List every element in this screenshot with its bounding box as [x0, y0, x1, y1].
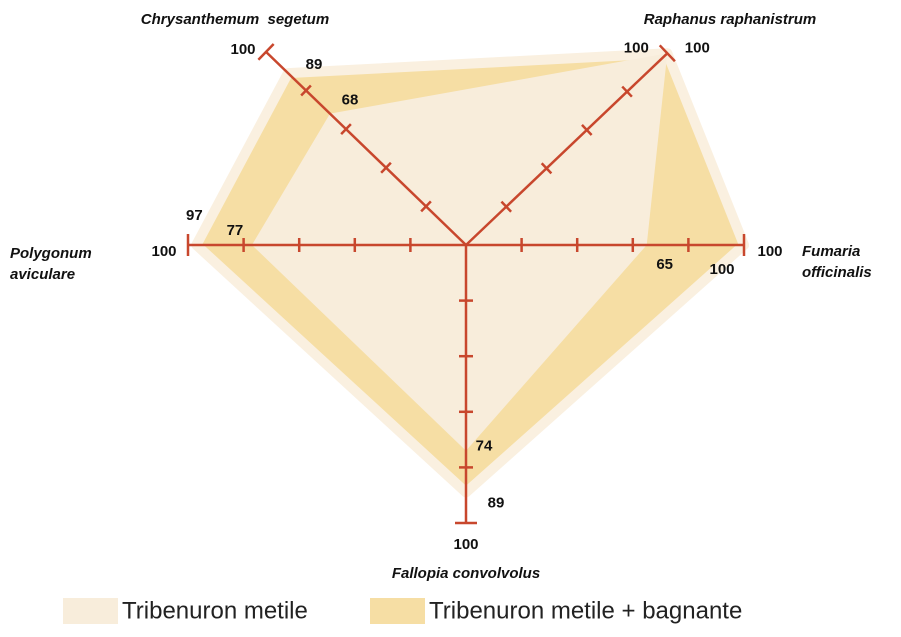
tick-mark — [500, 200, 512, 213]
value-label: 100 — [709, 261, 734, 278]
tick-mark — [300, 84, 312, 97]
value-label: 97 — [186, 207, 203, 224]
value-label: 89 — [488, 494, 505, 511]
tick-mark — [621, 85, 633, 98]
axis-max-label: 100 — [624, 39, 649, 56]
tick-mark — [257, 43, 275, 61]
tick-mark — [340, 123, 352, 136]
axis-max-label: 100 — [757, 243, 782, 260]
tick-mark — [581, 124, 593, 136]
legend-swatch — [370, 598, 425, 624]
tick-mark — [540, 162, 553, 175]
axis-line — [465, 52, 669, 246]
axis-max-label: 100 — [453, 536, 478, 553]
axis-max-label: 100 — [151, 243, 176, 260]
tick-mark — [380, 161, 392, 174]
axis-max-label: 100 — [231, 41, 256, 58]
category-label: Fallopia convolvolus — [391, 565, 541, 582]
category-label: Fumaria officinalis — [802, 243, 872, 281]
value-label: 77 — [227, 222, 244, 239]
value-label: 65 — [656, 256, 673, 273]
tick-mark — [420, 200, 432, 213]
category-label: Chrysanthemum segetum — [140, 11, 330, 28]
tick-mark — [658, 44, 676, 63]
axis-line — [265, 50, 467, 246]
value-label: 89 — [306, 56, 323, 73]
legend-label: Tribenuron metile + bagnante — [429, 597, 742, 624]
category-label: Raphanus raphanistrum — [643, 11, 817, 28]
value-label: 68 — [342, 92, 359, 109]
legend-label: Tribenuron metile — [122, 597, 308, 624]
value-label: 74 — [476, 438, 493, 455]
value-label: 100 — [685, 39, 710, 56]
legend-swatch — [63, 598, 118, 624]
category-label: Polygonum aviculare — [10, 245, 96, 283]
